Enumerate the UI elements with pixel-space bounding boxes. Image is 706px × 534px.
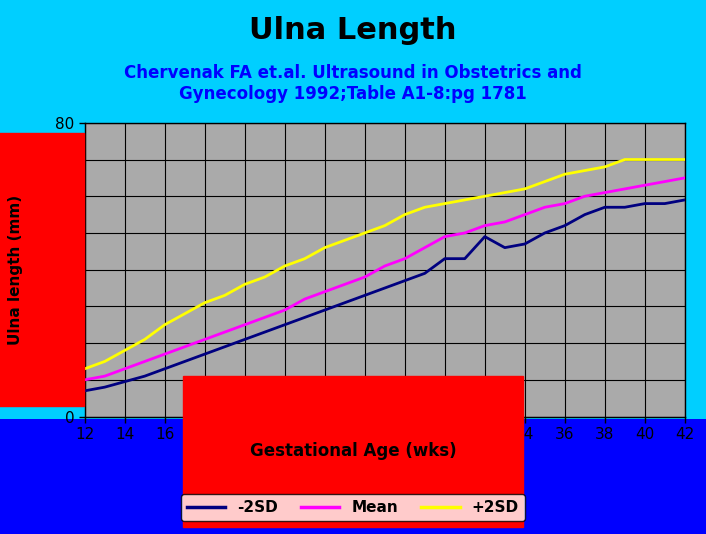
- Text: Ulna length (mm): Ulna length (mm): [8, 194, 23, 345]
- Text: Chervenak FA et.al. Ultrasound in Obstetrics and
Gynecology 1992;Table A1-8:pg 1: Chervenak FA et.al. Ultrasound in Obstet…: [124, 64, 582, 103]
- Legend: -2SD, Mean, +2SD: -2SD, Mean, +2SD: [181, 494, 525, 521]
- Text: Ulna Length: Ulna Length: [249, 16, 457, 45]
- Text: Gestational Age (wks): Gestational Age (wks): [250, 442, 456, 460]
